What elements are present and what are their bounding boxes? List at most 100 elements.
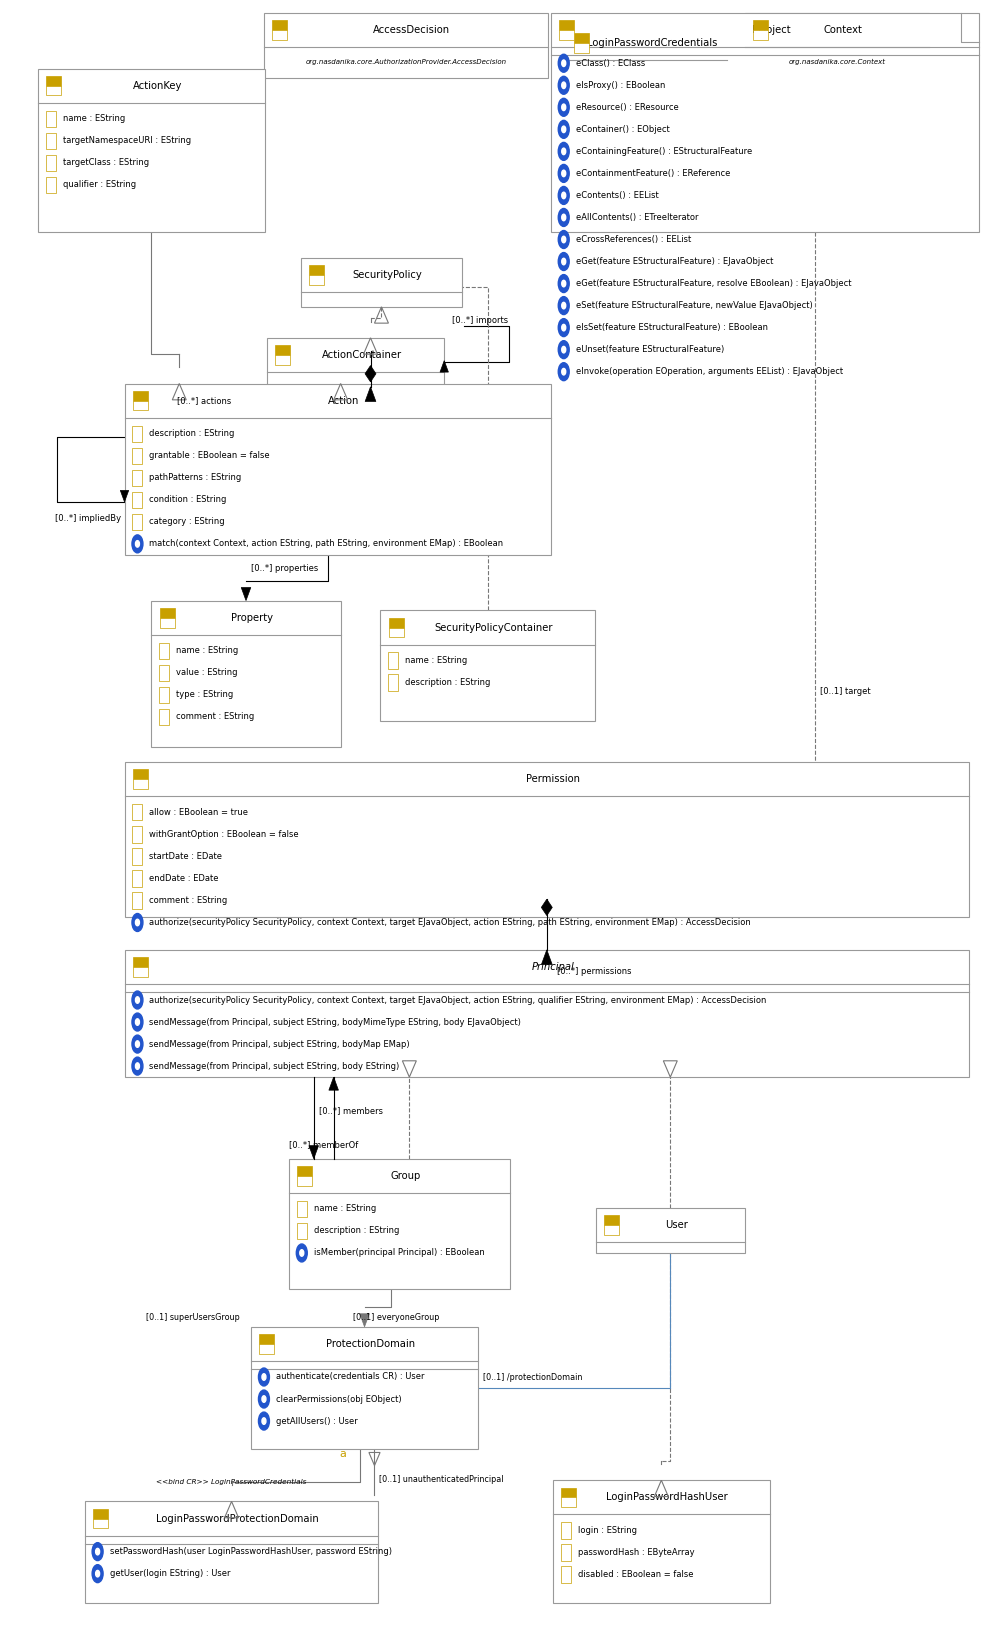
Circle shape (559, 98, 570, 116)
Circle shape (93, 1542, 104, 1560)
Text: SecurityPolicy: SecurityPolicy (353, 269, 422, 281)
Bar (159, 643, 169, 659)
Bar (133, 392, 148, 400)
Circle shape (559, 142, 570, 160)
Text: passwordHash : EByteArray: passwordHash : EByteArray (578, 1547, 694, 1557)
Bar (133, 769, 148, 778)
Text: authorize(securityPolicy SecurityPolicy, context Context, target EJavaObject, ac: authorize(securityPolicy SecurityPolicy,… (149, 917, 751, 927)
Bar (574, 34, 590, 44)
Bar (132, 491, 142, 508)
Bar (309, 264, 325, 274)
Bar (132, 426, 142, 442)
Text: eSet(feature EStructuralFeature, newValue EJavaObject): eSet(feature EStructuralFeature, newValu… (576, 300, 813, 310)
Bar (124, 384, 551, 555)
Circle shape (262, 1395, 266, 1402)
Text: Principal: Principal (532, 961, 574, 973)
Text: SecurityPolicyContainer: SecurityPolicyContainer (434, 622, 553, 633)
Bar (566, 26, 727, 69)
Text: condition : EString: condition : EString (149, 494, 227, 504)
Bar (297, 1222, 307, 1239)
Circle shape (297, 1244, 307, 1262)
Bar (159, 687, 169, 703)
Circle shape (562, 237, 566, 243)
Text: eContainer() : EObject: eContainer() : EObject (576, 124, 669, 134)
Text: eGet(feature EStructuralFeature, resolve EBoolean) : EJavaObject: eGet(feature EStructuralFeature, resolve… (576, 279, 852, 289)
Text: LoginPasswordProtectionDomain: LoginPasswordProtectionDomain (156, 1513, 319, 1524)
Text: eIsSet(feature EStructuralFeature) : EBoolean: eIsSet(feature EStructuralFeature) : EBo… (576, 323, 768, 333)
Bar (133, 400, 148, 410)
Circle shape (93, 1565, 104, 1583)
Circle shape (562, 258, 566, 264)
Text: endDate : EDate: endDate : EDate (149, 873, 219, 883)
Circle shape (559, 274, 570, 292)
Circle shape (262, 1418, 266, 1425)
Bar (85, 1501, 378, 1603)
Bar (297, 1165, 313, 1175)
Circle shape (131, 535, 143, 553)
Text: sendMessage(from Principal, subject EString, body EString): sendMessage(from Principal, subject EStr… (149, 1061, 399, 1071)
Text: [0..1] /protectionDomain: [0..1] /protectionDomain (483, 1373, 583, 1382)
Circle shape (559, 121, 570, 139)
Text: EObject: EObject (752, 24, 790, 36)
Circle shape (562, 346, 566, 353)
Bar (562, 1498, 577, 1508)
Text: allow : EBoolean = true: allow : EBoolean = true (149, 808, 248, 818)
Circle shape (559, 230, 570, 248)
Circle shape (559, 209, 570, 227)
Text: [0..*] actions: [0..*] actions (177, 397, 231, 405)
Circle shape (135, 1062, 139, 1069)
Bar (259, 1345, 275, 1355)
Bar (604, 1214, 620, 1224)
Bar (251, 1327, 478, 1449)
Bar (289, 1159, 510, 1289)
Circle shape (559, 54, 570, 72)
Polygon shape (121, 490, 128, 503)
Bar (46, 176, 56, 193)
Text: getAllUsers() : User: getAllUsers() : User (276, 1417, 358, 1426)
Bar (124, 762, 969, 917)
Text: clearPermissions(obj EObject): clearPermissions(obj EObject) (276, 1394, 401, 1404)
Text: Action: Action (328, 395, 360, 406)
Text: description : EString: description : EString (149, 429, 235, 439)
Text: AccessDecision: AccessDecision (374, 24, 450, 36)
Text: [0..*] members: [0..*] members (319, 1106, 382, 1115)
Bar (132, 870, 142, 886)
Bar (273, 21, 288, 31)
Text: [0..1] superUsersGroup: [0..1] superUsersGroup (146, 1314, 240, 1322)
Circle shape (131, 1013, 143, 1031)
Text: withGrantOption : EBoolean = false: withGrantOption : EBoolean = false (149, 829, 299, 839)
Text: sendMessage(from Principal, subject EString, bodyMimeType EString, body EJavaObj: sendMessage(from Principal, subject EStr… (149, 1017, 521, 1027)
Circle shape (131, 991, 143, 1009)
Text: eIsProxy() : EBoolean: eIsProxy() : EBoolean (576, 80, 665, 90)
Circle shape (562, 170, 566, 176)
Bar (46, 155, 56, 171)
Text: disabled : EBoolean = false: disabled : EBoolean = false (578, 1570, 693, 1580)
Polygon shape (542, 899, 552, 916)
Bar (388, 674, 398, 690)
Bar (574, 44, 590, 52)
Text: org.nasdanika.core.AuthorizationProvider.AccessDecision: org.nasdanika.core.AuthorizationProvider… (306, 59, 506, 65)
Text: a: a (340, 1449, 347, 1459)
Polygon shape (440, 361, 448, 372)
Bar (46, 77, 62, 86)
Bar (388, 617, 404, 627)
Circle shape (562, 149, 566, 155)
Circle shape (259, 1390, 269, 1408)
Circle shape (135, 540, 139, 547)
Circle shape (131, 1058, 143, 1075)
Text: org.nasdanika.core.Context: org.nasdanika.core.Context (789, 59, 885, 65)
Bar (151, 601, 341, 747)
Circle shape (562, 60, 566, 67)
Circle shape (562, 325, 566, 331)
Bar (159, 607, 175, 617)
Text: eClass() : EClass: eClass() : EClass (576, 59, 645, 69)
Circle shape (259, 1412, 269, 1430)
Text: [0..1] everyoneGroup: [0..1] everyoneGroup (353, 1314, 439, 1322)
Text: [0..*] properties: [0..*] properties (251, 565, 319, 573)
Polygon shape (329, 1077, 339, 1090)
Bar (301, 258, 462, 307)
Circle shape (562, 126, 566, 132)
Circle shape (559, 297, 570, 315)
Text: [0..*] memberOf: [0..*] memberOf (289, 1141, 359, 1149)
Text: eContainmentFeature() : EReference: eContainmentFeature() : EReference (576, 168, 730, 178)
